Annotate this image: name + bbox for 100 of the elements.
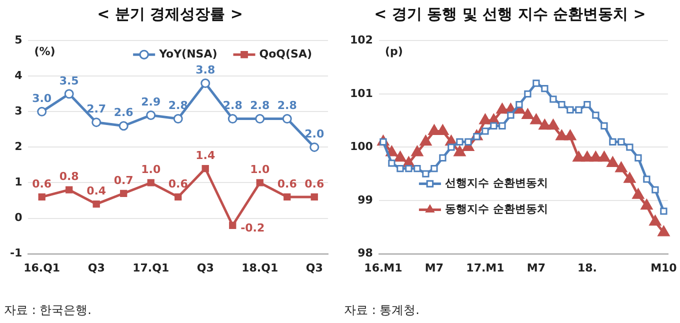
data-label: 0.8 <box>59 170 79 184</box>
point <box>420 135 432 146</box>
point <box>422 170 430 178</box>
point <box>590 151 602 162</box>
point <box>584 100 591 108</box>
point <box>228 114 238 124</box>
point <box>118 121 128 131</box>
y-tick-label: 101 <box>350 86 373 100</box>
point <box>566 106 574 114</box>
point <box>255 114 265 124</box>
point <box>558 100 566 108</box>
chart-title: < 분기 경제성장률 > <box>96 4 244 25</box>
legend-label: 동행지수 순환변동치 <box>444 202 548 216</box>
point <box>482 128 489 135</box>
point <box>439 154 446 162</box>
legend-label: 선행지수 순환변동치 <box>444 176 548 190</box>
point <box>120 190 128 197</box>
x-tick-label: 17.Q1 <box>132 261 170 274</box>
data-label: 3.0 <box>32 92 52 106</box>
point <box>522 108 534 119</box>
data-label: 2.7 <box>86 102 106 116</box>
point <box>618 138 625 146</box>
point <box>282 114 292 124</box>
data-label: 0.6 <box>304 177 324 190</box>
y-tick-label: 102 <box>350 33 373 46</box>
text: 자료 : 한국은행. <box>4 302 92 319</box>
x-tick-label: M10 <box>650 261 678 274</box>
x-tick-label: 18.Q1 <box>242 261 278 274</box>
point <box>564 130 576 140</box>
point <box>174 193 182 201</box>
point <box>66 186 73 194</box>
point <box>600 122 608 130</box>
point <box>649 215 662 226</box>
point <box>498 122 506 130</box>
data-label: 2.9 <box>141 96 161 109</box>
y-tick-label: 2 <box>14 140 22 154</box>
point <box>658 226 670 236</box>
point <box>592 112 600 119</box>
data-label: 0.4 <box>86 184 106 198</box>
data-label: 0.6 <box>277 177 298 190</box>
point <box>615 162 628 172</box>
y-tick-label: -1 <box>10 246 22 260</box>
point <box>448 144 455 151</box>
point <box>626 144 634 151</box>
point <box>464 138 472 146</box>
y-tick-label: 100 <box>350 140 374 154</box>
point <box>388 160 396 167</box>
data-label: 3.5 <box>59 74 79 88</box>
data-label: 2.0 <box>304 128 324 141</box>
y-tick-label: 5 <box>14 33 22 46</box>
y-tick-label: 99 <box>358 193 373 206</box>
chart-title: < 경기 동행 및 선행 지수 순환변동치 > <box>373 4 647 25</box>
point <box>256 179 264 186</box>
x-tick-label: 16.M1 <box>364 261 402 274</box>
point <box>643 176 650 183</box>
y-tick-label: 1 <box>14 176 22 189</box>
point <box>547 119 560 130</box>
point <box>284 193 291 201</box>
point <box>624 172 636 183</box>
data-label: 0.7 <box>114 174 134 187</box>
point <box>430 164 438 172</box>
point <box>479 114 492 124</box>
y-tick-label: 4 <box>14 68 23 82</box>
x-tick-label: M7 <box>424 261 444 274</box>
point <box>530 114 542 124</box>
point <box>532 80 540 87</box>
point <box>652 186 659 194</box>
point <box>173 114 183 124</box>
x-tick-label: M7 <box>526 261 546 274</box>
data-label: 1.0 <box>141 163 161 176</box>
data-label: 2.6 <box>114 106 134 120</box>
x-tick-label: Q3 <box>306 261 323 274</box>
point <box>606 156 619 167</box>
legend-label: YoY(NSA) <box>158 47 218 60</box>
text: 자료 : 통계청. <box>344 302 420 319</box>
x-tick-label: Q3 <box>196 261 214 274</box>
x-tick-label: 16.Q1 <box>24 261 60 274</box>
point <box>609 138 616 146</box>
point <box>538 119 551 130</box>
point <box>632 188 644 199</box>
point <box>147 179 154 186</box>
point <box>405 164 412 172</box>
point <box>516 100 523 108</box>
point <box>496 103 508 114</box>
point <box>146 110 156 120</box>
point <box>229 222 236 229</box>
point <box>38 193 46 201</box>
data-label: 0.6 <box>168 177 188 190</box>
x-tick-label: 17.M1 <box>466 261 504 274</box>
point <box>411 146 424 156</box>
point <box>394 151 406 162</box>
data-label: 2.8 <box>250 99 270 112</box>
point <box>575 106 582 114</box>
data-label: 1.4 <box>196 148 216 162</box>
point <box>202 164 209 172</box>
legend-label: QoQ(SA) <box>259 47 312 60</box>
point <box>541 84 548 92</box>
y-axis-title: (p) <box>384 44 403 58</box>
point <box>310 142 320 152</box>
data-label: 3.8 <box>196 64 216 77</box>
